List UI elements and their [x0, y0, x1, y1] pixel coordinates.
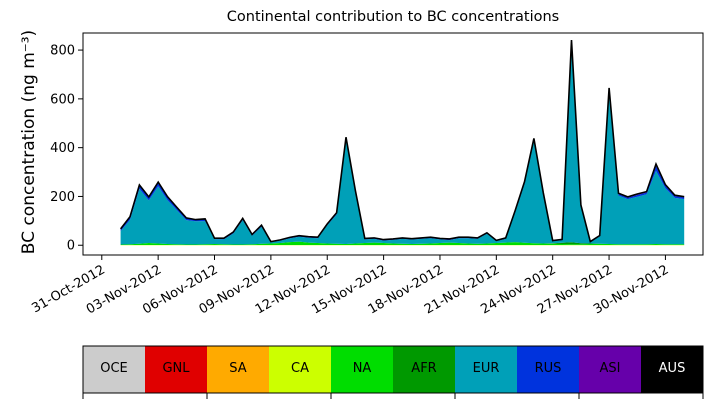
- area-na: [120, 241, 685, 245]
- legend-swatch-eur: [455, 346, 518, 393]
- area-asi: [120, 40, 685, 242]
- y-tick-label: 400: [50, 141, 75, 156]
- legend-frame: [82, 345, 704, 394]
- legend-label-sa: SA: [229, 361, 246, 376]
- legend-label-afr: AFR: [411, 361, 436, 376]
- total-outline: [119, 40, 685, 243]
- y-tick-label: 600: [50, 92, 75, 107]
- legend-label-aus: AUS: [659, 361, 686, 376]
- area-rus: [120, 40, 685, 243]
- legend-swatch-rus: [517, 346, 580, 393]
- legend: OCE GNL SA CA NA AFR EUR RUS ASI AUS: [82, 345, 704, 399]
- area-aus: [120, 40, 685, 242]
- legend-swatch-gnl: [145, 346, 208, 393]
- y-tick-label: 0: [67, 239, 75, 254]
- legend-label-rus: RUS: [535, 361, 562, 376]
- legend-label-oce: OCE: [100, 361, 128, 376]
- legend-swatch-oce: [83, 346, 146, 393]
- y-tick-label: 200: [50, 190, 75, 205]
- legend-swatch-aus: [641, 346, 704, 393]
- legend-label-ca: CA: [291, 361, 309, 376]
- legend-swatch-ca: [269, 346, 332, 393]
- legend-label-na: NA: [353, 361, 372, 376]
- area-afr: [120, 241, 685, 245]
- legend-label-asi: ASI: [600, 361, 621, 376]
- legend-swatch-asi: [579, 346, 642, 393]
- area-eur: [120, 42, 685, 245]
- chart-title: Continental contribution to BC concentra…: [227, 9, 559, 25]
- legend-label-gnl: GNL: [162, 361, 190, 376]
- legend-swatch-sa: [207, 346, 270, 393]
- legend-swatch-afr: [393, 346, 456, 393]
- y-axis-label: BC concentration (ng m⁻³): [19, 30, 39, 254]
- legend-swatch-na: [331, 346, 394, 393]
- plot-frame: [82, 32, 704, 256]
- y-axis: 0 200 400 600 800: [50, 44, 83, 254]
- y-tick-label: 800: [50, 44, 75, 59]
- legend-label-eur: EUR: [473, 361, 500, 376]
- stacked-areas: [120, 40, 685, 246]
- x-axis: 31-Oct-201203-Nov-201206-Nov-201209-Nov-…: [29, 255, 671, 317]
